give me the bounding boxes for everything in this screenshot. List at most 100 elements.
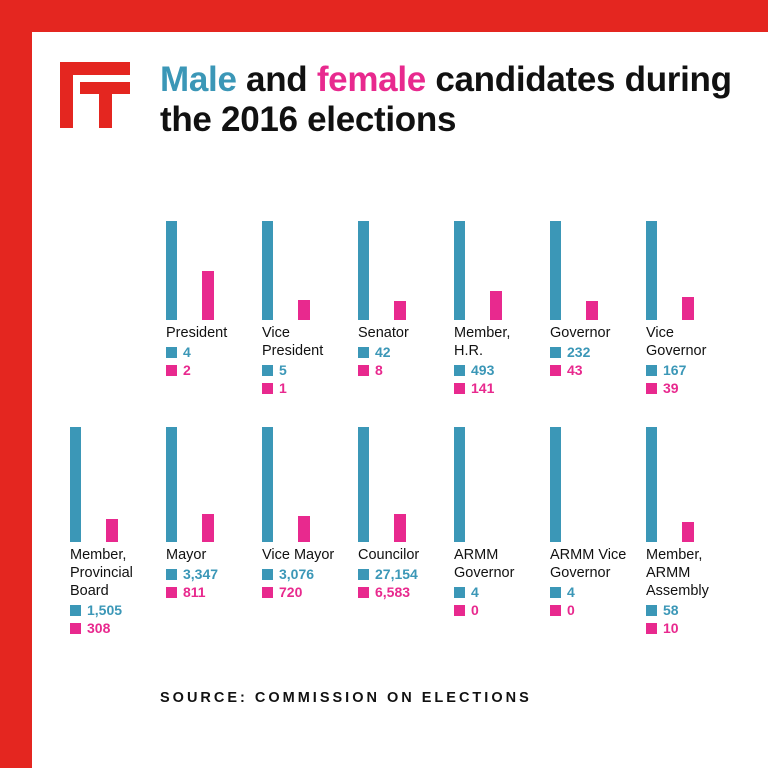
legend-swatch: [358, 365, 369, 376]
value-text: 3,076: [279, 566, 315, 582]
value-female: 6,583: [358, 583, 410, 601]
category-label-line: ARMM Vice: [550, 547, 627, 563]
value-text: 308: [87, 620, 111, 636]
legend-swatch: [454, 383, 465, 394]
category-label-line: Councilor: [358, 547, 420, 563]
title-rest: candidates during the 2016 elections: [160, 60, 732, 139]
bar-male: [262, 221, 273, 320]
value-female: 0: [454, 601, 479, 619]
value-text: 2: [183, 362, 191, 378]
category-label-line: Vice Mayor: [262, 547, 335, 563]
bar-male: [454, 427, 465, 542]
value-text: 720: [279, 584, 303, 600]
category-label: Vice Mayor: [262, 546, 360, 564]
legend-swatch: [358, 347, 369, 358]
bar-female: [394, 514, 406, 542]
legend-swatch: [166, 587, 177, 598]
value-text: 4: [183, 344, 191, 360]
value-female: 1: [262, 379, 287, 397]
category-label: Member, H.R.: [454, 324, 552, 360]
bar-male: [358, 221, 369, 320]
value-male: 58: [646, 601, 679, 619]
value-male: 4: [166, 343, 191, 361]
legend-swatch: [70, 623, 81, 634]
category-label: President: [166, 324, 264, 342]
bar-female: [298, 515, 310, 542]
category-label-line: President: [262, 343, 324, 359]
value-text: 10: [663, 620, 679, 636]
bar-male: [550, 427, 561, 542]
legend-swatch: [358, 587, 369, 598]
legend-swatch: [550, 605, 561, 616]
bar-female: [394, 301, 406, 320]
bar-male: [166, 427, 177, 542]
bar-male: [646, 221, 657, 320]
category-label-line: Provincial: [70, 565, 133, 581]
value-female: 39: [646, 379, 679, 397]
value-text: 493: [471, 362, 495, 378]
category-label: ARMM Governor: [454, 546, 552, 582]
category-label-line: Mayor: [166, 547, 207, 563]
value-text: 811: [183, 584, 206, 600]
bar-male: [358, 427, 369, 542]
category-label-line: Governor: [646, 343, 707, 359]
value-text: 1: [279, 380, 287, 396]
content-card: [32, 32, 768, 768]
value-male: 493: [454, 361, 494, 379]
value-text: 0: [567, 602, 575, 618]
category-label-line: ARMM: [454, 547, 499, 563]
value-text: 43: [567, 362, 583, 378]
title-female-word: female: [316, 60, 426, 99]
value-male: 5: [262, 361, 287, 379]
bar-male: [262, 427, 273, 542]
value-male: 4: [454, 583, 479, 601]
category-label: ARMM Vice Governor: [550, 546, 648, 582]
bar-female: [106, 519, 118, 542]
category-label-line: Senator: [358, 325, 409, 341]
bar-male: [70, 427, 81, 542]
legend-swatch: [358, 569, 369, 580]
category-label-line: Governor: [550, 565, 611, 581]
category-label-line: H.R.: [454, 343, 483, 359]
category-label: Vice President: [262, 324, 360, 360]
title-and-word: and: [236, 60, 317, 99]
legend-swatch: [454, 605, 465, 616]
value-text: 0: [471, 602, 479, 618]
legend-swatch: [454, 587, 465, 598]
legend-swatch: [646, 623, 657, 634]
legend-swatch: [166, 347, 177, 358]
value-female: 0: [550, 601, 575, 619]
value-male: 3,076: [262, 565, 314, 583]
value-female: 2: [166, 361, 191, 379]
value-text: 39: [663, 380, 679, 396]
category-label-line: Board: [70, 583, 109, 599]
value-text: 58: [663, 602, 679, 618]
value-male: 42: [358, 343, 391, 361]
bar-female: [682, 297, 694, 320]
bar-female: [682, 522, 694, 542]
value-male: 167: [646, 361, 686, 379]
value-female: 10: [646, 619, 679, 637]
legend-swatch: [550, 347, 561, 358]
bar-male: [166, 221, 177, 320]
value-female: 141: [454, 379, 494, 397]
legend-swatch: [70, 605, 81, 616]
bar-male: [550, 221, 561, 320]
legend-swatch: [550, 587, 561, 598]
value-male: 3,347: [166, 565, 218, 583]
category-label-line: Vice: [262, 325, 290, 341]
legend-swatch: [262, 569, 273, 580]
category-label: Senator: [358, 324, 456, 342]
legend-swatch: [550, 365, 561, 376]
value-text: 1,505: [87, 602, 123, 618]
legend-swatch: [454, 365, 465, 376]
legend-swatch: [262, 383, 273, 394]
legend-swatch: [646, 365, 657, 376]
value-text: 42: [375, 344, 391, 360]
value-female: 43: [550, 361, 583, 379]
value-text: 6,583: [375, 584, 411, 600]
category-label: Mayor: [166, 546, 264, 564]
chart-title: Male and female candidates during the 20…: [160, 60, 750, 140]
bar-female: [202, 270, 214, 320]
